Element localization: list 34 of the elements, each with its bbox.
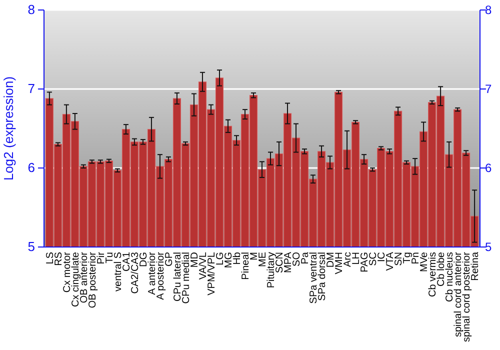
y-tick-label: 8 [28, 2, 35, 18]
x-tick-label: OB anterior [78, 251, 90, 304]
x-tick-label: Cx cingulate [70, 252, 82, 308]
x-tick-label: RS [53, 252, 64, 266]
x-tick-label: CA2/CA3 [130, 252, 141, 294]
x-tick-label: ME [258, 252, 268, 267]
y2-tick-label: 8 [485, 2, 492, 17]
x-tick-label: DG [138, 252, 150, 267]
x-tick-label: spinal cord posterior [462, 251, 473, 342]
x-tick-label: A anterior [146, 251, 158, 295]
x-tick-label: VPM/VPL [206, 252, 218, 296]
x-tick-label: CA1 [121, 252, 132, 272]
x-tick-label: Tu [104, 252, 116, 264]
x-tick-label: ventral S [112, 252, 124, 292]
y2-tick-label: 6 [485, 160, 492, 175]
x-tick-label: A posterior [155, 251, 166, 300]
y-tick-label: 7 [28, 81, 35, 96]
y-tick-label: 6 [28, 160, 35, 176]
x-tick-label: OB posterior [87, 251, 98, 308]
y-axis-title: Log2 (expression) [1, 76, 16, 181]
x-tick-label: Pir [96, 251, 107, 264]
x-tick-label: Pineal [240, 252, 252, 280]
x-tick-label: LS [44, 252, 56, 264]
y2-tick-label: 5 [485, 240, 492, 254]
x-tick-label: Retina [470, 252, 482, 281]
x-tick-label: CPu medial [180, 252, 192, 304]
x-tick-label: Hb [232, 252, 243, 265]
x-tick-label: Pituitary [266, 252, 277, 288]
x-tick-label: GP [164, 252, 175, 266]
y-tick-label: 5 [28, 239, 35, 254]
x-tick-label: M [249, 252, 260, 260]
x-tick-label: LG [214, 252, 226, 266]
y2-tick-label: 7 [485, 82, 492, 96]
x-tick-label: Tg [402, 252, 414, 264]
